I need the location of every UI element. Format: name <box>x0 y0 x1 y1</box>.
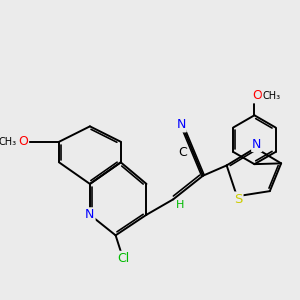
Text: N: N <box>176 118 186 131</box>
Text: H: H <box>176 200 184 211</box>
Text: N: N <box>252 138 262 151</box>
Text: N: N <box>85 208 94 221</box>
Text: O: O <box>252 89 262 102</box>
Text: CH₃: CH₃ <box>0 137 16 147</box>
Text: O: O <box>18 135 28 148</box>
Text: CH₃: CH₃ <box>262 91 281 101</box>
Text: C: C <box>178 146 187 159</box>
Text: S: S <box>234 193 242 206</box>
Text: Cl: Cl <box>118 252 130 265</box>
